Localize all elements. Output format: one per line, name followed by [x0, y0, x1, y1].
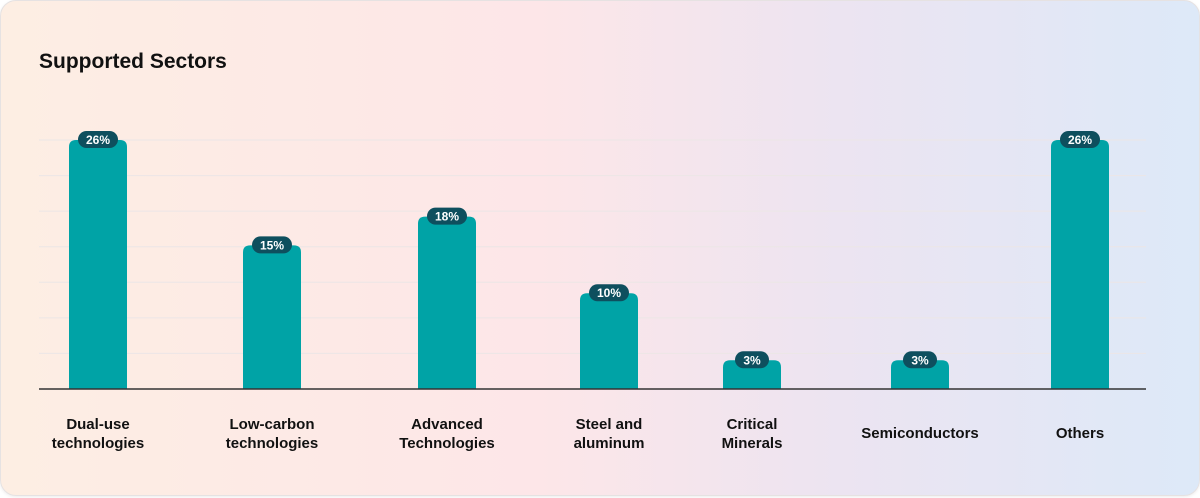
value-label: 18%: [435, 210, 459, 224]
bar: [580, 293, 638, 389]
value-badge: [427, 207, 467, 225]
category-label: Steel and aluminum: [573, 416, 645, 452]
value-label: 26%: [1068, 133, 1092, 147]
value-badge: [735, 351, 769, 369]
value-badge: [903, 351, 937, 369]
category-label: Others: [1055, 425, 1105, 442]
value-badge: [589, 284, 629, 302]
category-label: Low-carbon technologies: [225, 416, 319, 452]
bar: [723, 360, 781, 389]
bar: [243, 245, 301, 389]
value-label: 15%: [260, 238, 284, 252]
chart-title: Supported Sectors: [39, 50, 227, 73]
value-label: 3%: [911, 353, 929, 367]
bar: [1051, 140, 1109, 389]
bar: [418, 216, 476, 389]
value-badge: [252, 236, 292, 254]
value-badge: [1060, 131, 1100, 148]
value-label: 10%: [597, 286, 621, 300]
value-badge: [78, 131, 118, 148]
bar: [891, 360, 949, 389]
category-label: Semiconductors: [861, 425, 979, 442]
category-label: Advanced Technologies: [399, 416, 495, 452]
category-label: Critical Minerals: [721, 416, 783, 452]
value-label: 3%: [743, 353, 761, 367]
category-label: Dual-use technologies: [51, 416, 145, 452]
bar: [69, 140, 127, 389]
value-label: 26%: [86, 133, 110, 147]
